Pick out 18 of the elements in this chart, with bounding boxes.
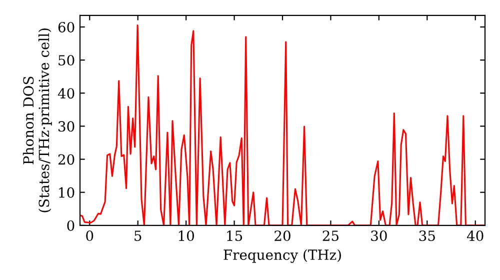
x-tick-label: 35 <box>419 230 435 242</box>
y-tick-label: 60 <box>58 22 74 32</box>
x-axis-title: Frequency (THz) <box>224 249 341 263</box>
x-tick-label: 5 <box>134 230 142 242</box>
x-tick-label: 10 <box>178 230 194 242</box>
x-tick-label: 30 <box>371 230 387 242</box>
x-tick-label: 15 <box>227 230 242 242</box>
x-tick-label: 20 <box>274 230 290 242</box>
y-tick-label: 10 <box>59 187 74 198</box>
y-tick-label: 20 <box>58 154 74 165</box>
y-tick-label: 50 <box>58 55 74 66</box>
x-tick-label: 40 <box>466 230 484 242</box>
y-tick-label: 30 <box>58 121 74 132</box>
y-tick-label: 0 <box>67 220 74 231</box>
y-tick-label: 40 <box>58 88 74 99</box>
x-tick-label: 0 <box>86 230 94 242</box>
x-tick-label: 25 <box>322 230 338 242</box>
y-axis-title: Phonon DOS (States/THz·primitive cell) <box>22 28 52 212</box>
